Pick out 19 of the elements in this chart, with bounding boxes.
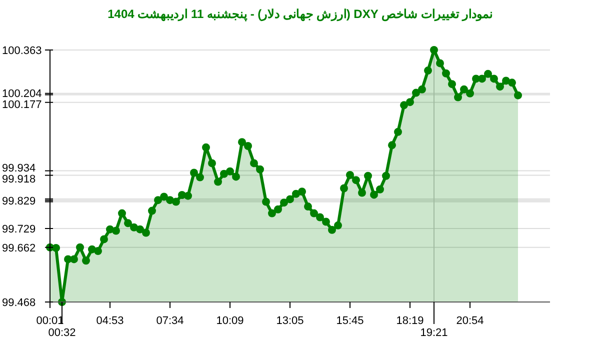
y-tick-label: 99.829 bbox=[2, 195, 36, 208]
y-tick-label: 99.468 bbox=[2, 297, 36, 309]
y-tick-label: 100.177 bbox=[2, 99, 42, 112]
x-tick-label: 07:34 bbox=[156, 315, 184, 327]
y-tick-label: 99.918 bbox=[2, 174, 36, 186]
x-tick-label: 18:19 bbox=[396, 315, 424, 327]
x-tick-label: 04:53 bbox=[96, 315, 124, 327]
x-tick-label: 00:32 bbox=[48, 327, 76, 339]
y-tick-label: 99.662 bbox=[2, 242, 36, 254]
x-tick-label: 13:05 bbox=[276, 315, 304, 327]
y-tick-label: 99.934 bbox=[2, 162, 36, 175]
x-tick-label: 20:54 bbox=[456, 315, 484, 327]
y-tick-label: 100.204 bbox=[2, 88, 42, 100]
title: نمودار تغییرات شاخص DXY (ارزش جهانی دلار) - پنجشنبه 11 اردیبهشت 1404 bbox=[108, 7, 492, 21]
x-tick-label: 15:45 bbox=[336, 315, 364, 327]
x-tick-label: 10:09 bbox=[216, 315, 244, 327]
y-tick-label: 100.363 bbox=[2, 45, 42, 57]
y-tick-label: 99.729 bbox=[2, 224, 36, 236]
x-tick-label: 19:21 bbox=[420, 327, 448, 339]
